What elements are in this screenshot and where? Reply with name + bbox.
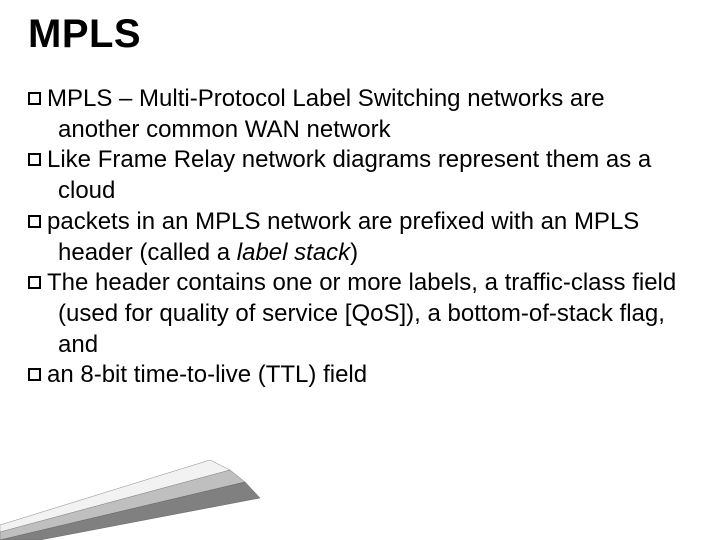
bullet-lead: packets [47, 208, 130, 235]
bullet-text: header contains one or more labels, a tr… [58, 269, 676, 357]
bullet-item: MPLS – Multi-Protocol Label Switching ne… [28, 84, 680, 145]
bullet-box-icon [28, 92, 41, 105]
bullet-item: The header contains one or more labels, … [28, 268, 680, 360]
bullet-text-after: ) [350, 239, 358, 266]
bullet-lead: an [47, 361, 74, 388]
bullet-lead: The [47, 269, 88, 296]
bullet-item: packets in an MPLS network are prefixed … [28, 207, 680, 268]
bullet-lead: MPLS [47, 85, 112, 112]
bullet-box-icon [28, 368, 41, 381]
bullet-box-icon [28, 215, 41, 228]
slide-title: MPLS [28, 12, 141, 57]
bullet-text: Frame Relay network diagrams represent t… [58, 146, 651, 204]
bullet-item: Like Frame Relay network diagrams repres… [28, 145, 680, 206]
bullet-box-icon [28, 153, 41, 166]
bullet-italic: label stack [237, 239, 350, 266]
slide-body: MPLS – Multi-Protocol Label Switching ne… [28, 84, 680, 391]
bullet-item: an 8-bit time-to-live (TTL) field [28, 360, 680, 391]
bullet-text: – Multi-Protocol Label Switching network… [58, 85, 605, 143]
bullet-text: 8-bit time-to-live (TTL) field [74, 361, 367, 388]
slide: MPLS MPLS – Multi-Protocol Label Switchi… [0, 0, 720, 540]
bullet-lead: Like [47, 146, 91, 173]
corner-decor-icon [0, 460, 260, 540]
bullet-box-icon [28, 276, 41, 289]
